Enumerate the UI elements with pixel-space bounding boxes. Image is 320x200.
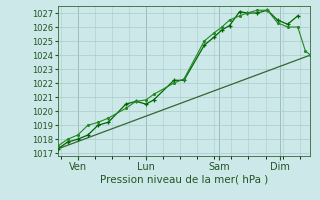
X-axis label: Pression niveau de la mer( hPa ): Pression niveau de la mer( hPa ) bbox=[100, 174, 268, 184]
